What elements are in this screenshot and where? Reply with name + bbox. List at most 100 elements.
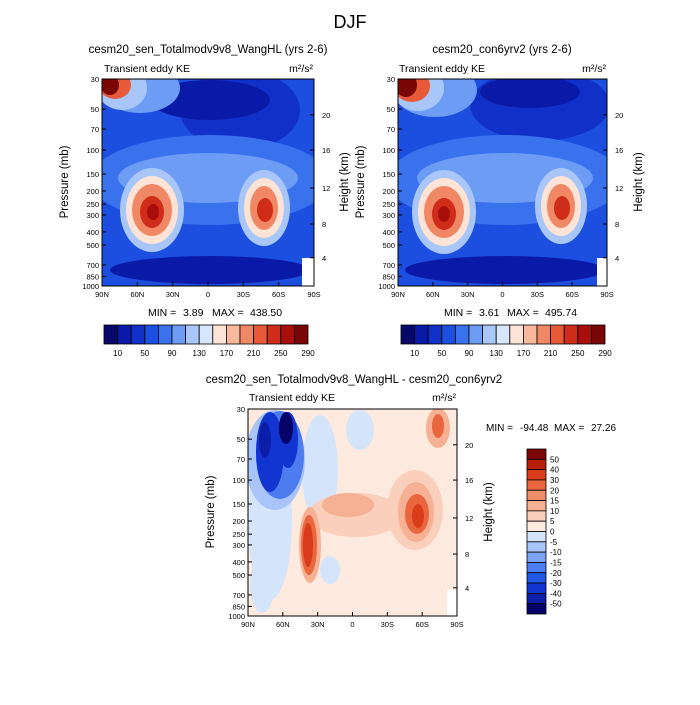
colorbar-label: 10 bbox=[410, 349, 419, 358]
height-tick-label: 8 bbox=[322, 220, 326, 229]
colorbar-swatch bbox=[454, 324, 470, 345]
colorbar-swatch bbox=[526, 500, 547, 512]
y-tick-label: 70 bbox=[91, 125, 99, 134]
height-axis: 20 16 12 8 4 bbox=[453, 441, 473, 593]
y-tick-label: 400 bbox=[382, 228, 395, 237]
contour-field bbox=[102, 79, 314, 286]
height-tick-label: 20 bbox=[322, 111, 330, 120]
x-tick-label: 30N bbox=[311, 620, 325, 629]
height-axis: 20 16 12 8 4 bbox=[310, 111, 330, 263]
colorbar-label: -50 bbox=[550, 600, 562, 609]
y-tick-label: 500 bbox=[232, 571, 245, 580]
y-tick-label: 250 bbox=[232, 530, 245, 539]
colorbar-swatch bbox=[468, 324, 484, 345]
colorbar-label: 50 bbox=[437, 349, 446, 358]
colorbar-label: 0 bbox=[550, 528, 555, 537]
y-tick-label: 400 bbox=[86, 228, 99, 237]
x-tick-label: 90S bbox=[600, 290, 613, 299]
contour-band bbox=[257, 198, 273, 222]
height-tick-label: 4 bbox=[465, 584, 469, 593]
colorbar-swatch bbox=[266, 324, 282, 345]
y-tick-label: 500 bbox=[86, 241, 99, 250]
x-tick-label: 30S bbox=[381, 620, 394, 629]
x-tick-label: 60N bbox=[276, 620, 290, 629]
colorbar-swatch bbox=[495, 324, 511, 345]
colorbar-swatch bbox=[400, 324, 416, 345]
colorbar-swatch bbox=[414, 324, 429, 345]
colorbar-swatch bbox=[526, 592, 547, 605]
min-value: 3.61 bbox=[479, 307, 500, 319]
y-tick-label: 700 bbox=[382, 261, 395, 270]
colorbar-label: 5 bbox=[550, 517, 555, 526]
y-tick-label: 70 bbox=[237, 455, 245, 464]
colorbar-label: 210 bbox=[544, 349, 558, 358]
colorbar-swatch bbox=[253, 324, 268, 345]
contour-band bbox=[279, 412, 293, 444]
y-axis-title: Pressure (mb) bbox=[205, 475, 217, 548]
colorbar-swatch bbox=[239, 324, 255, 345]
latitude-axis: 90N 60N 30N 0 30S 60S 90S bbox=[95, 282, 321, 299]
x-tick-label: 60S bbox=[415, 620, 428, 629]
colorbar-swatch bbox=[526, 510, 547, 522]
latitude-axis: 90N 60N 30N 0 30S 60S 90S bbox=[391, 282, 614, 299]
y-tick-label: 1000 bbox=[82, 282, 99, 291]
contour-band bbox=[259, 422, 271, 458]
colorbar-swatch bbox=[591, 324, 606, 345]
colorbar-swatch bbox=[427, 324, 443, 345]
y-tick-label: 700 bbox=[86, 261, 99, 270]
colorbar-label: 50 bbox=[550, 455, 559, 464]
height-tick-label: 12 bbox=[465, 514, 473, 523]
y-tick-label: 1000 bbox=[228, 612, 245, 621]
y-axis-title: Pressure (mb) bbox=[355, 145, 367, 218]
masked-terrain bbox=[302, 258, 314, 286]
y-tick-label: 850 bbox=[232, 602, 245, 611]
contour-band bbox=[150, 80, 270, 120]
variable-label: Transient eddy KE bbox=[104, 63, 190, 75]
colorbar-label: -10 bbox=[550, 548, 562, 557]
colorbar-swatch bbox=[225, 324, 241, 345]
colorbar-label: -5 bbox=[550, 538, 558, 547]
min-value: 3.89 bbox=[183, 307, 204, 319]
colorbar-swatch bbox=[130, 324, 146, 345]
colorbar-label: -15 bbox=[550, 558, 562, 567]
colorbar-swatch bbox=[526, 520, 547, 532]
panel-title: cesm20_con6yrv2 (yrs 2-6) bbox=[432, 44, 571, 56]
max-label: MAX = bbox=[554, 423, 584, 434]
colorbar-label: 250 bbox=[571, 349, 585, 358]
height-axis: 20 16 12 8 4 bbox=[603, 111, 623, 263]
colorbar-swatch bbox=[526, 531, 547, 543]
colorbar-label: 20 bbox=[550, 486, 559, 495]
y2-axis-title: Height (km) bbox=[483, 482, 495, 542]
colorbar-swatch bbox=[526, 541, 547, 553]
units-label: m²/s² bbox=[582, 63, 606, 75]
y-tick-label: 200 bbox=[86, 187, 99, 196]
colorbar-swatch bbox=[441, 324, 456, 345]
y-tick-label: 1000 bbox=[378, 282, 395, 291]
colorbar-swatch bbox=[117, 324, 132, 345]
x-tick-label: 30N bbox=[461, 290, 475, 299]
height-tick-label: 4 bbox=[615, 254, 619, 263]
contour-band bbox=[303, 523, 313, 567]
panel-control: cesm20_con6yrv2 (yrs 2-6) Transient eddy… bbox=[355, 44, 645, 358]
min-label: MIN = bbox=[486, 423, 513, 434]
colorbar-swatch bbox=[526, 551, 547, 563]
colorbar-swatch bbox=[550, 324, 565, 345]
colorbar-swatch bbox=[526, 469, 547, 481]
colorbar-label: 90 bbox=[168, 349, 177, 358]
y-tick-label: 30 bbox=[237, 405, 245, 414]
colorbar-swatch bbox=[212, 324, 227, 345]
x-tick-label: 90N bbox=[241, 620, 255, 629]
y2-axis-title: Height (km) bbox=[339, 152, 351, 212]
max-value: 495.74 bbox=[545, 307, 577, 319]
colorbar-swatch bbox=[526, 448, 547, 460]
x-tick-label: 60N bbox=[130, 290, 144, 299]
colorbar-swatch bbox=[526, 479, 547, 491]
x-tick-label: 60S bbox=[565, 290, 578, 299]
x-tick-label: 90S bbox=[307, 290, 320, 299]
max-label: MAX = bbox=[212, 307, 244, 319]
colorbar-label: 50 bbox=[140, 349, 149, 358]
y-tick-label: 50 bbox=[91, 105, 99, 114]
colorbar-label: 90 bbox=[465, 349, 474, 358]
